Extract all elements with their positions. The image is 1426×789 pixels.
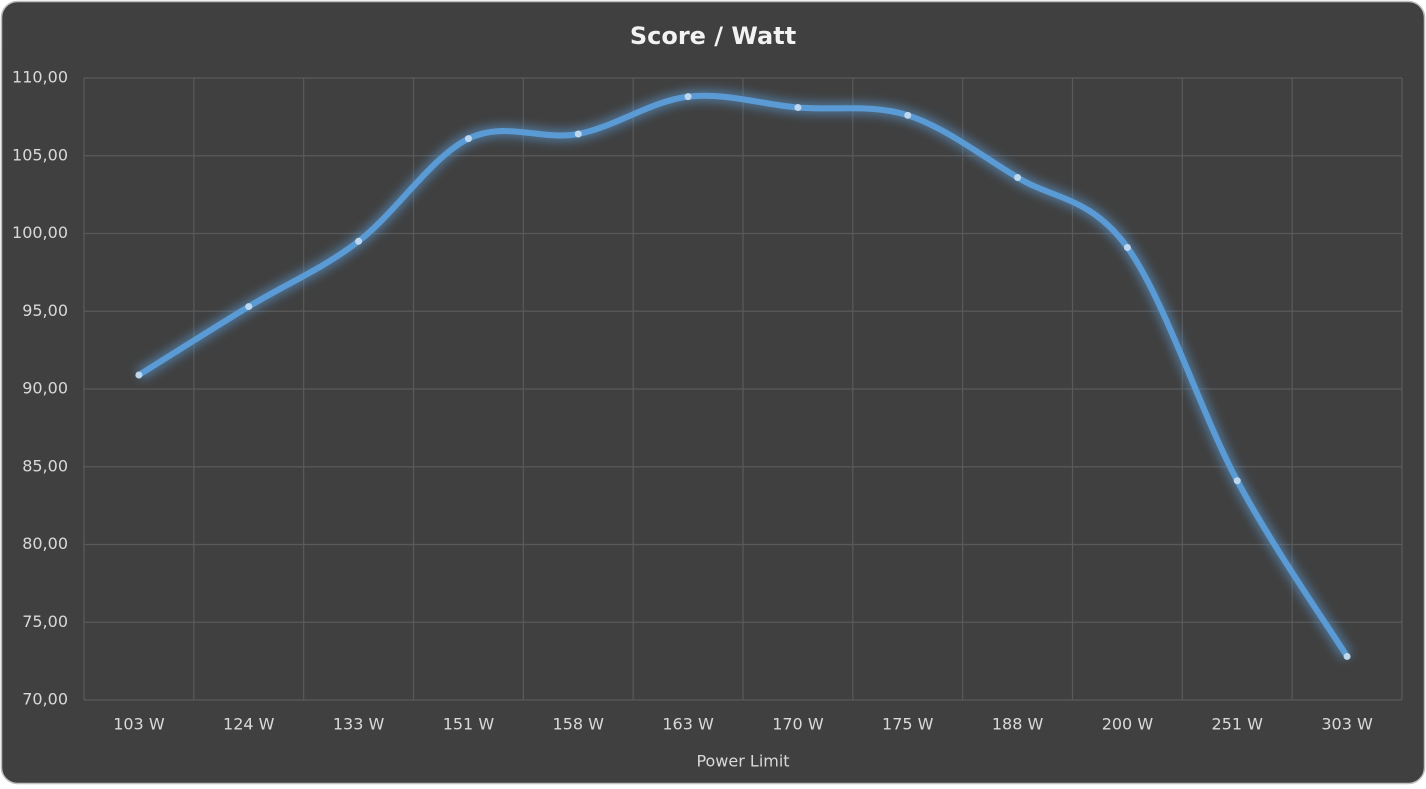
x-tick-label: 188 W xyxy=(992,715,1044,734)
x-axis-label: Power Limit xyxy=(696,752,789,771)
point xyxy=(684,93,692,101)
x-tick-label: 175 W xyxy=(882,715,934,734)
point xyxy=(135,371,143,379)
y-tick-label: 85,00 xyxy=(22,456,68,475)
y-tick-label: 105,00 xyxy=(12,145,68,164)
y-tick-label: 95,00 xyxy=(22,301,68,320)
point xyxy=(1233,477,1241,485)
x-tick-label: 200 W xyxy=(1102,715,1154,734)
y-tick-label: 90,00 xyxy=(22,379,68,398)
point xyxy=(1014,174,1022,182)
line xyxy=(135,92,1351,660)
point xyxy=(574,130,582,138)
point xyxy=(355,237,363,245)
x-tick-label: 251 W xyxy=(1212,715,1264,734)
point xyxy=(904,111,912,119)
x-tick-label: 124 W xyxy=(223,715,275,734)
x-tick-label: 158 W xyxy=(553,715,605,734)
x-tick-label: 151 W xyxy=(443,715,495,734)
y-tick-label: 80,00 xyxy=(22,534,68,553)
chart-title: Score / Watt xyxy=(630,22,796,50)
point xyxy=(1343,652,1351,660)
point xyxy=(1123,243,1131,251)
y-tick-label: 100,00 xyxy=(12,223,68,242)
x-tick-label: 103 W xyxy=(113,715,165,734)
point xyxy=(245,303,253,311)
x-tick-label: 170 W xyxy=(772,715,824,734)
x-tick-label: 133 W xyxy=(333,715,385,734)
point xyxy=(464,135,472,143)
y-tick-label: 110,00 xyxy=(12,68,68,87)
y-tick-label: 75,00 xyxy=(22,612,68,631)
x-tick-label: 163 W xyxy=(662,715,714,734)
point xyxy=(794,104,802,112)
y-tick-label: 70,00 xyxy=(22,690,68,709)
x-tick-label: 303 W xyxy=(1321,715,1373,734)
